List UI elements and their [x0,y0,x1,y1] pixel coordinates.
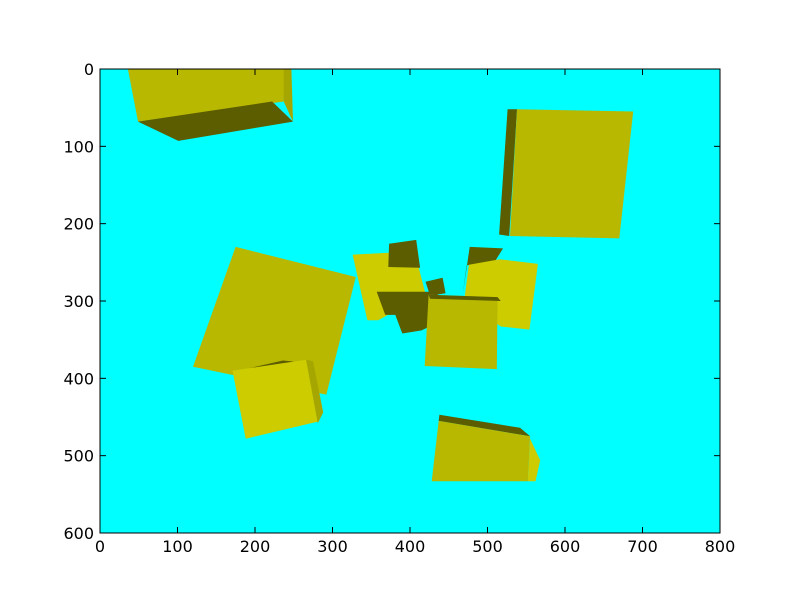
y-tick-label: 0 [84,60,94,79]
cube-7-face-2 [428,294,501,301]
cube-5-face-1 [425,277,446,296]
cube-3 [193,246,356,395]
y-axis: 0 100 200 300 400 500 600 [63,60,720,543]
cube-4-face-3 [376,291,443,334]
cube-9-face-3 [527,438,541,482]
x-tick-label: 700 [627,537,658,556]
x-tick-label: 200 [240,537,271,556]
cube-8 [232,359,324,439]
cube-3-face-1 [193,246,356,395]
cube-2-face-1 [499,109,517,236]
cube-1-face-3 [138,101,293,141]
x-tick-label: 100 [162,537,193,556]
cube-7 [424,294,501,370]
cube-5 [425,277,446,296]
cube-1-face-1 [127,69,287,122]
cube-4-face-2 [388,239,421,268]
y-tick-label: 400 [63,369,94,388]
x-tick-label: 600 [550,537,581,556]
cube-9-face-1 [438,414,531,437]
y-tick-label: 100 [63,137,94,156]
plot-area [99,68,721,534]
x-tick-label: 500 [472,537,503,556]
cube-9 [431,414,541,482]
cube-2 [499,109,634,239]
x-tick-label: 300 [317,537,348,556]
cube-6-face-1 [462,246,503,295]
y-tick-label: 500 [63,447,94,466]
y-tick-label: 600 [63,524,94,543]
cube-7-face-1 [424,294,498,370]
cube-2-face-2 [510,109,634,239]
x-axis: 0 100 200 300 400 500 600 700 800 [95,69,735,556]
cube-8-face-3 [306,359,324,424]
cubes-layer [127,69,634,482]
x-tick-label: 800 [705,537,736,556]
x-tick-label: 400 [395,537,426,556]
cube-1 [127,69,293,141]
cube-9-face-2 [431,420,531,482]
cube-4 [352,239,443,334]
y-tick-label: 200 [63,215,94,234]
x-tick-label: 0 [95,537,105,556]
y-tick-label: 300 [63,292,94,311]
cube-1-face-2 [283,69,293,122]
cube-8-face-2 [232,359,318,439]
